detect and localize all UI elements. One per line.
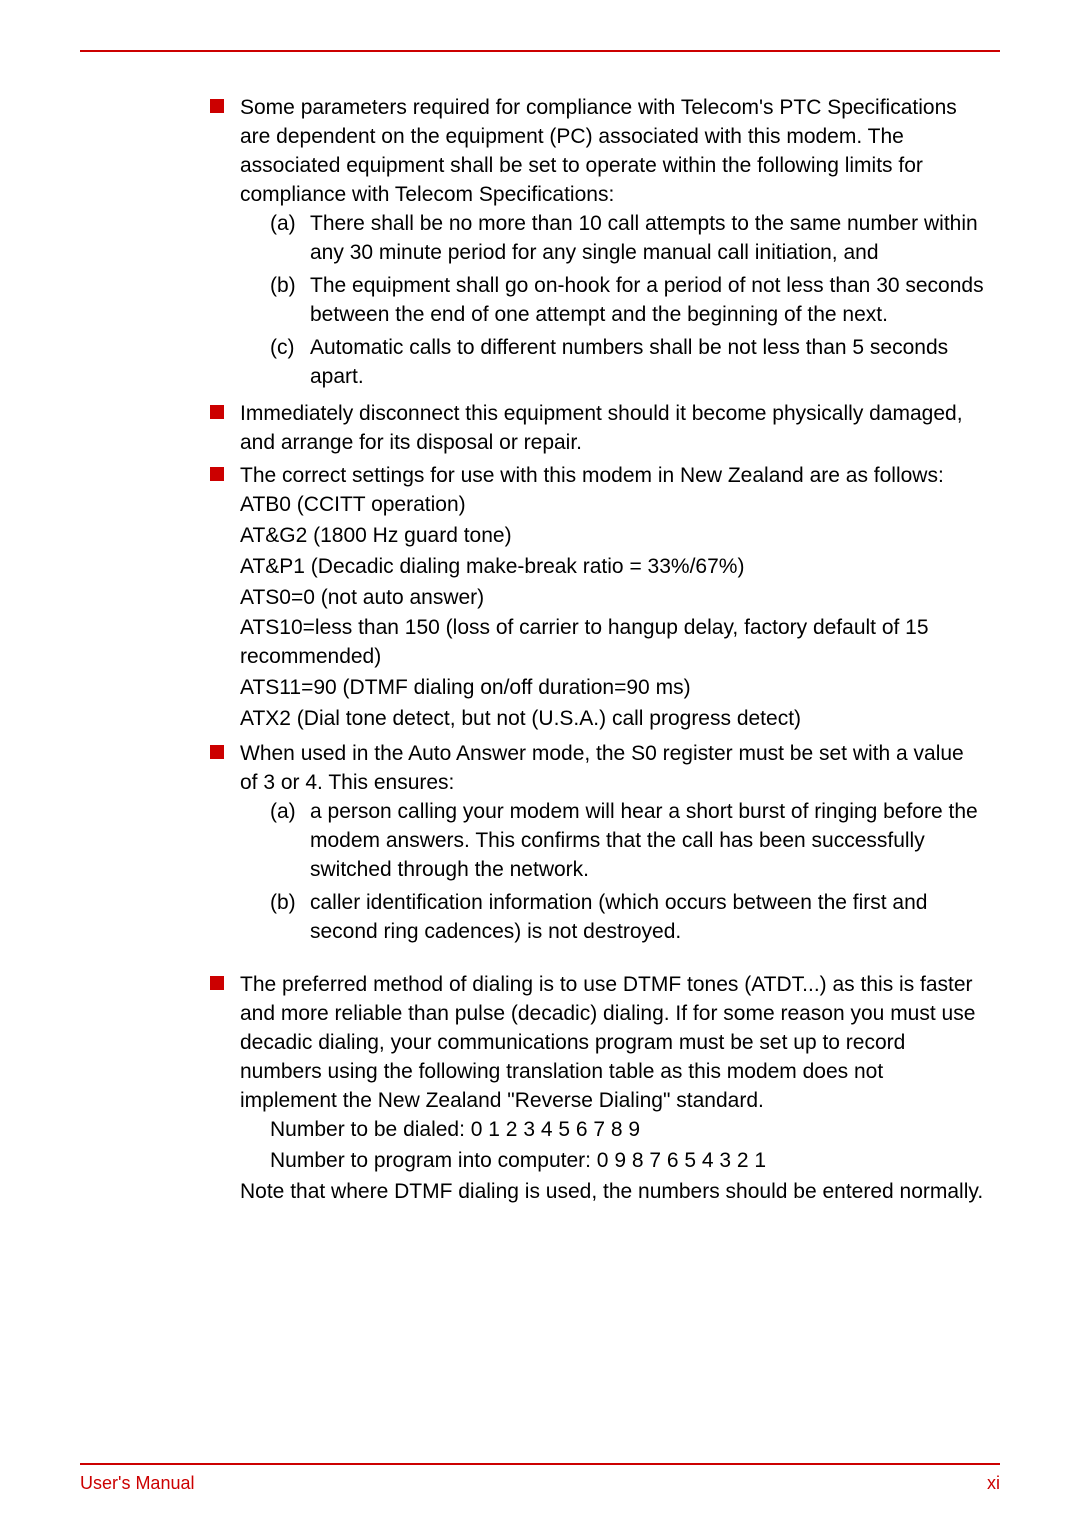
bullet-item-1: Some parameters required for compliance … — [210, 94, 985, 396]
top-rule — [80, 50, 1000, 52]
sub-label-a: (a) — [270, 210, 310, 268]
content-area: Some parameters required for compliance … — [80, 94, 1000, 1209]
gap — [210, 955, 985, 971]
setting-1: ATB0 (CCITT operation) — [240, 491, 985, 520]
bullet-5-intro: The preferred method of dialing is to us… — [240, 971, 985, 1116]
bullet-icon — [210, 99, 224, 113]
bullet-icon — [210, 405, 224, 419]
bullet-item-3: The correct settings for use with this m… — [210, 462, 985, 737]
page: Some parameters required for compliance … — [0, 0, 1080, 1253]
bullet-4-a: (a) a person calling your modem will hea… — [270, 798, 985, 885]
sub-label-4b: (b) — [270, 889, 310, 947]
sub-text-4a: a person calling your modem will hear a … — [310, 798, 985, 885]
sub-text-4b: caller identification information (which… — [310, 889, 985, 947]
bullet-4-intro: When used in the Auto Answer mode, the S… — [240, 740, 985, 798]
number-program: Number to program into computer: 0 9 8 7… — [270, 1147, 985, 1176]
bullet-item-2: Immediately disconnect this equipment sh… — [210, 400, 985, 458]
bullet-icon — [210, 976, 224, 990]
bullet-3-intro: The correct settings for use with this m… — [240, 462, 985, 491]
setting-5: ATS10=less than 150 (loss of carrier to … — [240, 614, 985, 672]
bullet-icon — [210, 745, 224, 759]
bullet-item-5: The preferred method of dialing is to us… — [210, 971, 985, 1209]
bullet-1-b: (b) The equipment shall go on-hook for a… — [270, 272, 985, 330]
bottom-rule — [80, 1463, 1000, 1465]
footer: User's Manual xi — [80, 1463, 1000, 1494]
sub-label-4a: (a) — [270, 798, 310, 885]
setting-3: AT&P1 (Decadic dialing make-break ratio … — [240, 553, 985, 582]
bullet-1-c: (c) Automatic calls to different numbers… — [270, 334, 985, 392]
sub-text-c: Automatic calls to different numbers sha… — [310, 334, 985, 392]
bullet-item-4: When used in the Auto Answer mode, the S… — [210, 740, 985, 951]
sub-text-a: There shall be no more than 10 call atte… — [310, 210, 985, 268]
setting-2: AT&G2 (1800 Hz guard tone) — [240, 522, 985, 551]
setting-4: ATS0=0 (not auto answer) — [240, 584, 985, 613]
note-text: Note that where DTMF dialing is used, th… — [240, 1178, 985, 1207]
bullet-icon — [210, 467, 224, 481]
sub-label-b: (b) — [270, 272, 310, 330]
bullet-2-text: Immediately disconnect this equipment sh… — [240, 400, 985, 458]
sub-text-b: The equipment shall go on-hook for a per… — [310, 272, 985, 330]
bullet-4-b: (b) caller identification information (w… — [270, 889, 985, 947]
setting-7: ATX2 (Dial tone detect, but not (U.S.A.)… — [240, 705, 985, 734]
bullet-1-a: (a) There shall be no more than 10 call … — [270, 210, 985, 268]
bullet-1-intro: Some parameters required for compliance … — [240, 94, 985, 210]
footer-right: xi — [987, 1473, 1000, 1494]
sub-label-c: (c) — [270, 334, 310, 392]
footer-left: User's Manual — [80, 1473, 194, 1494]
setting-6: ATS11=90 (DTMF dialing on/off duration=9… — [240, 674, 985, 703]
number-dialed: Number to be dialed: 0 1 2 3 4 5 6 7 8 9 — [270, 1116, 985, 1145]
